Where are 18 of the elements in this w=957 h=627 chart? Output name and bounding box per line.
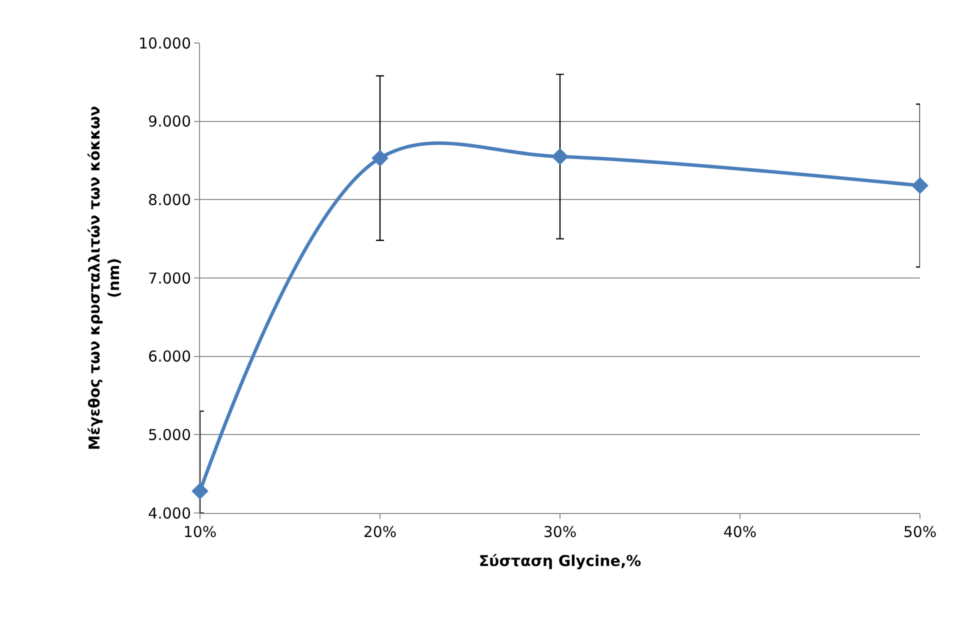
x-tick-label: 20% xyxy=(363,523,397,541)
x-tick-label: 50% xyxy=(903,523,937,541)
point xyxy=(192,482,208,500)
y-tick-label: 6.000 xyxy=(148,348,191,366)
y-tick-label: 8.000 xyxy=(148,190,191,209)
y-tick-label: 10.000 xyxy=(138,34,191,52)
y-tick-label: 9.000 xyxy=(148,112,191,131)
y-tick-label: 7.000 xyxy=(148,269,191,288)
x-tick-label: 40% xyxy=(723,523,757,541)
y-tick-label: 5.000 xyxy=(148,426,191,444)
y-tick-label: 4.000 xyxy=(148,504,191,522)
y-axis-title: Μέγεθος των κρυσταλλιτών των κόκκων (nm) xyxy=(85,106,123,450)
x-tick-label: 10% xyxy=(183,523,217,541)
x-tick-label: 30% xyxy=(543,523,577,541)
point xyxy=(912,177,928,194)
point xyxy=(372,150,388,167)
x-axis-title: Σύσταση Glycine,% xyxy=(478,552,642,570)
point xyxy=(552,148,568,166)
